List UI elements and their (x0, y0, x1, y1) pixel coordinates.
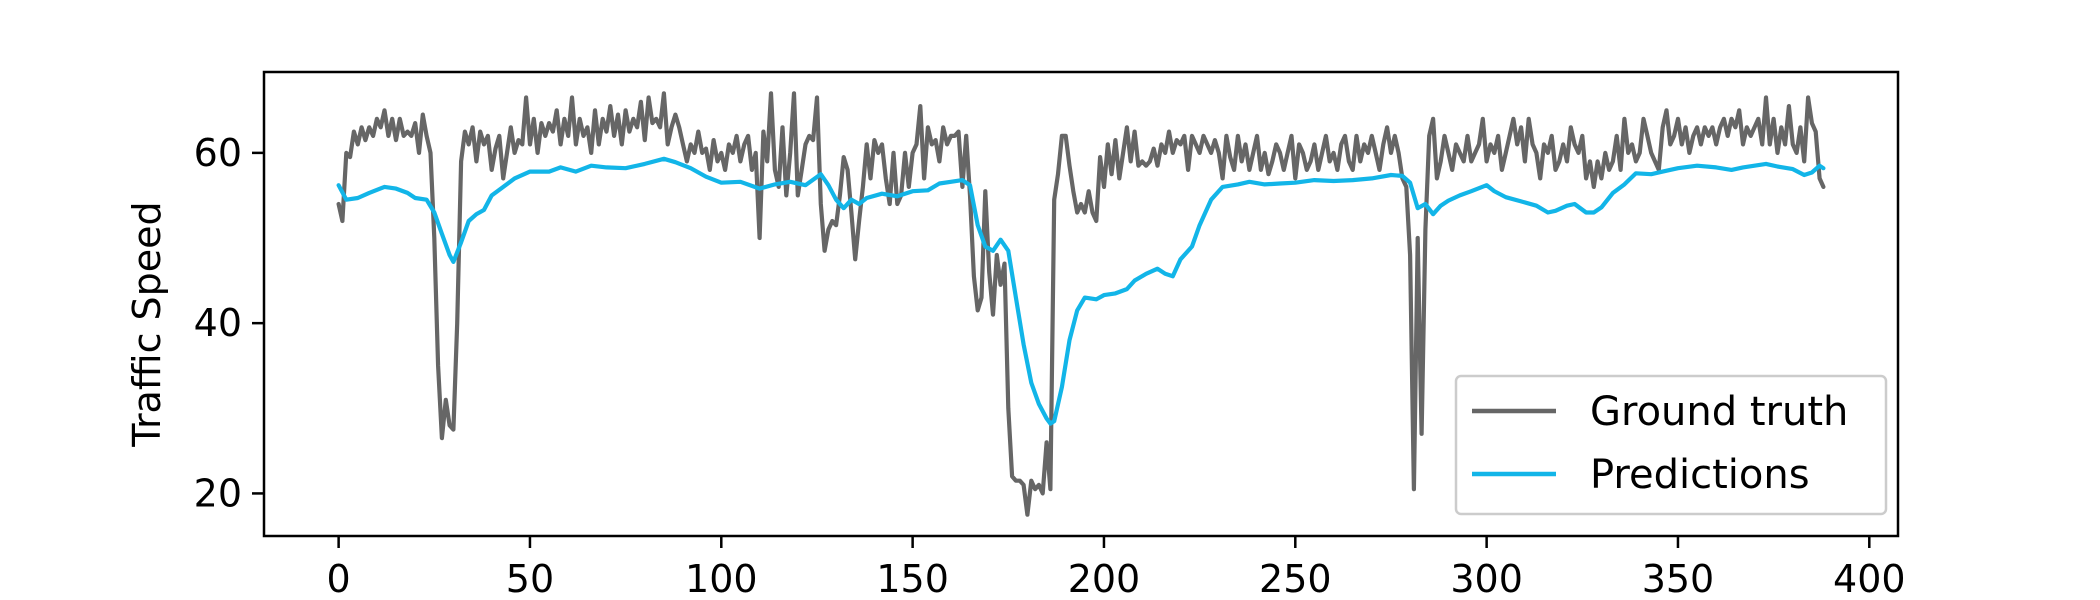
x-tick-label: 100 (685, 557, 758, 600)
x-tick-label: 200 (1068, 557, 1141, 600)
y-tick-label: 20 (194, 471, 242, 515)
legend: Ground truth Predictions (1454, 374, 1888, 516)
series-line-predictions (336, 156, 1826, 426)
legend-box (1454, 374, 1888, 516)
series-line-ground-truth (336, 91, 1826, 517)
x-tick-label: 300 (1450, 557, 1523, 600)
y-axis-label: Traffic Speed (125, 201, 169, 447)
x-tick-label: 250 (1259, 557, 1332, 600)
legend-label-ground-truth: Ground truth (1590, 389, 1848, 435)
x-tick-label: 0 (327, 557, 351, 600)
plot-area-frame (262, 70, 1900, 538)
x-tick-label: 50 (506, 557, 554, 600)
x-tick-label: 350 (1642, 557, 1715, 600)
x-tick-label: 150 (876, 557, 949, 600)
legend-label-predictions: Predictions (1590, 452, 1810, 498)
y-tick-label: 60 (194, 131, 242, 175)
x-tick-label: 400 (1833, 557, 1906, 600)
y-tick-label: 40 (194, 301, 242, 345)
